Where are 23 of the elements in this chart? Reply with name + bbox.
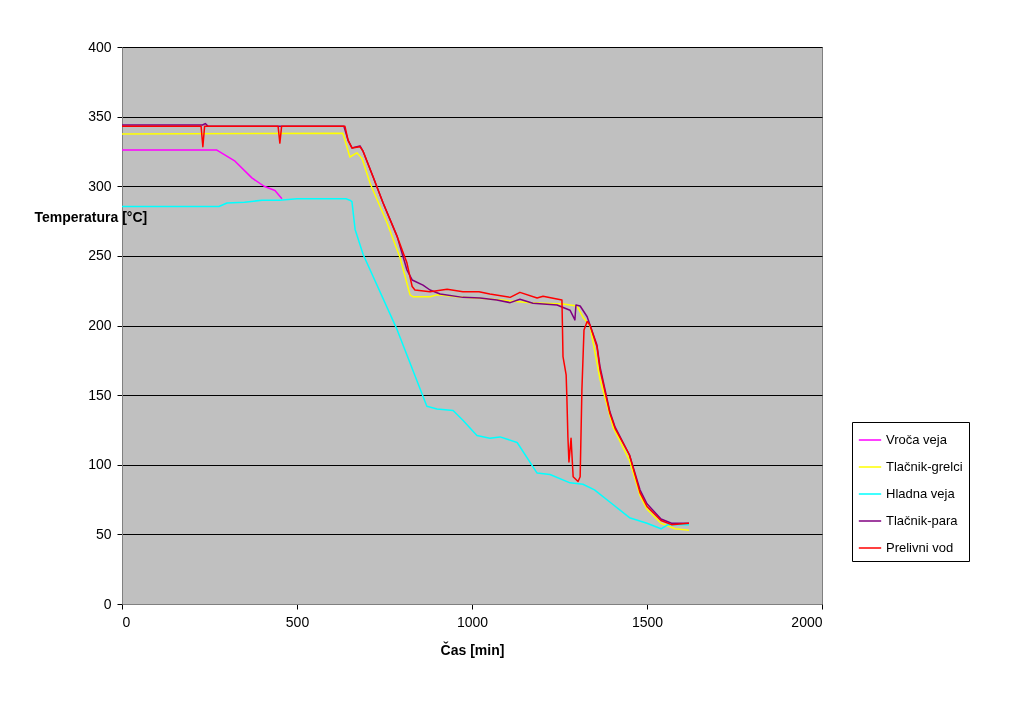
y-axis-title: Temperatura [°C]	[34, 208, 148, 225]
legend-label: Tlačnik-grelci	[886, 459, 963, 474]
x-tick-label: 1500	[631, 613, 664, 630]
x-tick-label: 2000	[791, 613, 823, 630]
x-tick-label: 500	[285, 613, 310, 630]
line-series	[122, 149, 283, 200]
y-tick-label: 200	[88, 317, 112, 333]
y-tick-label: 100	[88, 456, 112, 473]
legend-label: Vroča veja	[886, 432, 948, 447]
y-tick-label: 400	[88, 38, 112, 55]
y-tick-label: 350	[88, 108, 112, 125]
x-tick-label: 1000	[456, 613, 489, 630]
y-tick-label: 0	[103, 595, 112, 612]
legend-label: Hladna veja	[886, 486, 956, 501]
y-tick-label: 300	[88, 177, 112, 194]
x-axis-title: Čas [min]	[440, 640, 505, 658]
legend-label: Tlačnik-para	[886, 513, 959, 528]
y-tick-label: 50	[95, 525, 112, 542]
line-series	[122, 198, 690, 530]
x-tick-label: 0	[122, 613, 131, 630]
y-tick-label: 250	[88, 247, 112, 264]
y-tick-label: 150	[88, 386, 112, 403]
legend-label: Prelivni vod	[886, 540, 954, 555]
